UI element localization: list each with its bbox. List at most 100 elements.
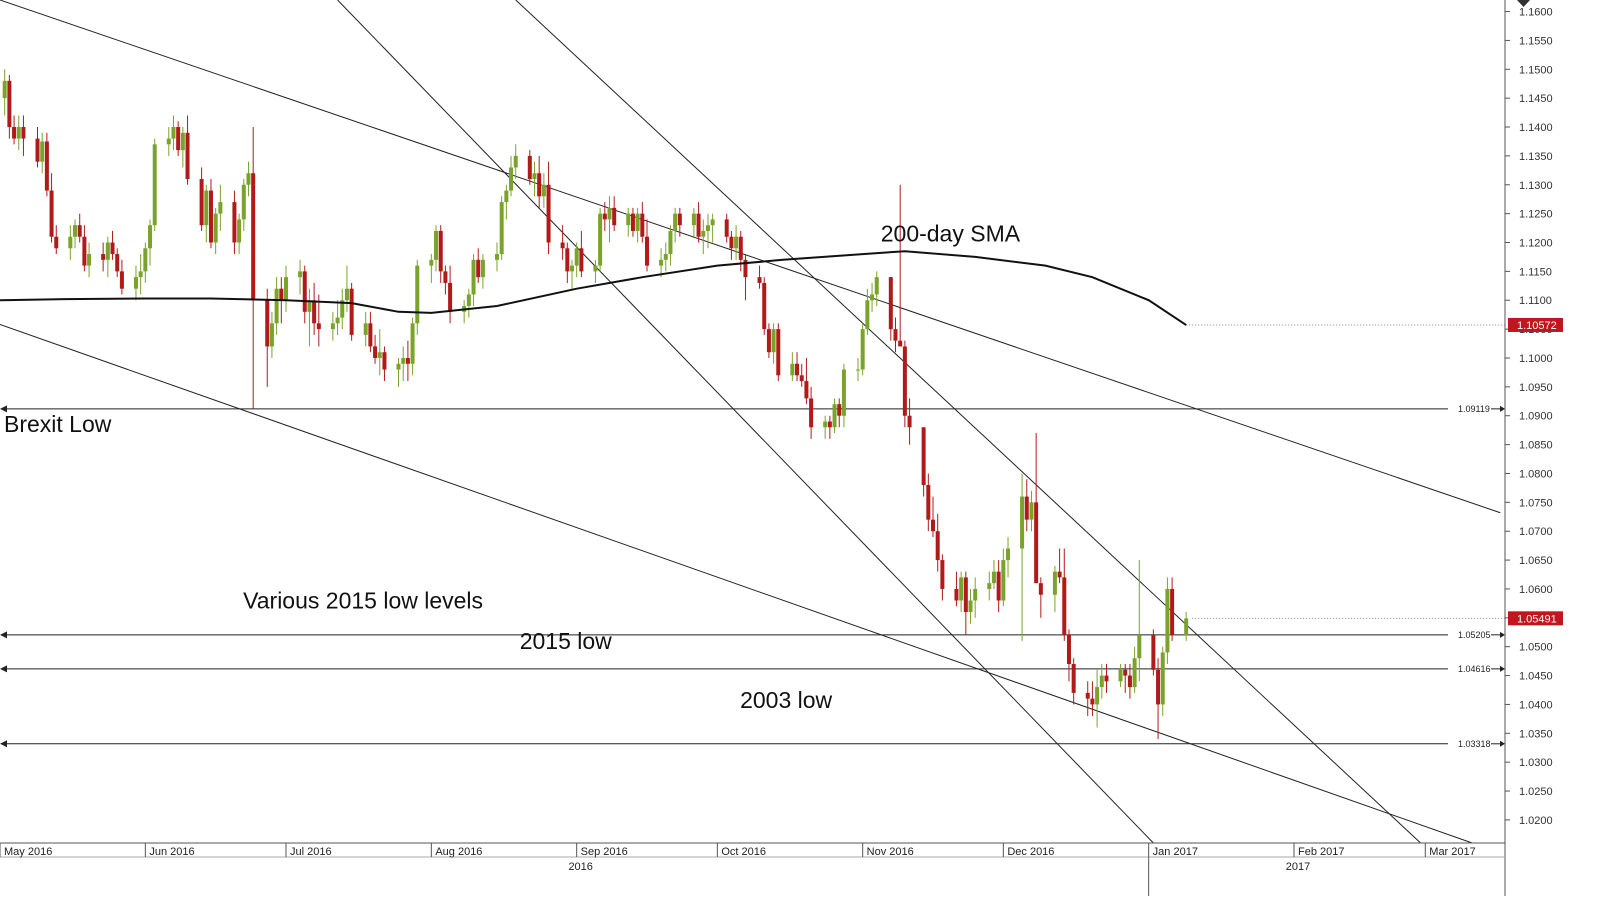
sma-200-line[interactable] (0, 250, 1187, 326)
candle-body[interactable] (996, 571, 1001, 601)
candle-body[interactable] (991, 571, 996, 584)
candle-body[interactable] (251, 173, 256, 301)
candle-body[interactable] (405, 357, 410, 364)
candle-body[interactable] (1057, 571, 1062, 578)
candle-body[interactable] (705, 225, 710, 231)
candle-body[interactable] (766, 329, 771, 353)
candle-body[interactable] (1099, 675, 1104, 688)
candle-body[interactable] (312, 300, 317, 324)
candle-body[interactable] (921, 427, 926, 486)
candle-body[interactable] (1156, 669, 1161, 705)
candle-body[interactable] (1062, 577, 1067, 636)
candle-body[interactable] (1118, 669, 1123, 682)
candle-body[interactable] (532, 173, 537, 179)
candle-body[interactable] (105, 242, 110, 260)
trendline[interactable] (0, 0, 1501, 514)
candle-body[interactable] (429, 259, 434, 266)
candle-body[interactable] (68, 236, 73, 249)
candle-body[interactable] (565, 248, 570, 272)
candle-body[interactable] (738, 236, 743, 260)
candle-body[interactable] (82, 236, 87, 266)
candle-body[interactable] (307, 300, 312, 312)
candle-body[interactable] (7, 80, 12, 128)
candle-body[interactable] (1066, 635, 1071, 665)
candle-body[interactable] (340, 300, 345, 318)
candle-body[interactable] (1104, 675, 1109, 682)
candle-body[interactable] (865, 300, 870, 330)
candle-body[interactable] (560, 242, 565, 249)
candle-body[interactable] (283, 277, 288, 301)
candle-body[interactable] (213, 213, 218, 243)
candle-body[interactable] (180, 132, 185, 151)
candle-body[interactable] (382, 352, 387, 370)
candle-body[interactable] (940, 560, 945, 589)
candle-body[interactable] (762, 282, 767, 330)
candle-body[interactable] (1160, 652, 1165, 705)
candle-body[interactable] (246, 173, 251, 185)
candle-body[interactable] (968, 600, 973, 613)
candle-body[interactable] (1052, 571, 1057, 595)
candle-body[interactable] (208, 190, 213, 243)
candle-body[interactable] (795, 363, 800, 376)
trendline[interactable] (0, 324, 1473, 844)
candle-body[interactable] (832, 404, 837, 428)
candle-body[interactable] (269, 323, 274, 347)
candle-body[interactable] (677, 213, 682, 226)
candle-body[interactable] (743, 259, 748, 278)
candle-body[interactable] (476, 259, 481, 278)
candle-body[interactable] (734, 236, 739, 249)
candle-body[interactable] (363, 323, 368, 335)
candle-body[interactable] (855, 369, 860, 371)
candle-body[interactable] (302, 271, 307, 312)
candle-body[interactable] (12, 127, 17, 139)
candle-body[interactable] (166, 138, 171, 145)
trendline[interactable] (337, 0, 1154, 844)
candle-body[interactable] (874, 277, 879, 295)
candle-body[interactable] (373, 346, 378, 358)
candle-body[interactable] (612, 207, 617, 226)
candle-body[interactable] (1184, 618, 1189, 636)
candle-body[interactable] (593, 265, 598, 272)
candle-body[interactable] (973, 588, 978, 601)
candle-body[interactable] (494, 254, 499, 260)
candle-body[interactable] (298, 271, 303, 278)
candle-body[interactable] (640, 213, 645, 237)
candle-body[interactable] (401, 357, 406, 364)
candle-body[interactable] (1034, 502, 1039, 584)
candle-body[interactable] (537, 173, 542, 197)
candle-body[interactable] (471, 259, 476, 295)
candle-body[interactable] (729, 236, 734, 249)
candle-body[interactable] (954, 588, 959, 601)
candle-body[interactable] (574, 248, 579, 266)
candle-body[interactable] (1090, 698, 1095, 705)
candle-body[interactable] (176, 127, 181, 151)
candle-body[interactable] (569, 265, 574, 272)
candle-body[interactable] (438, 230, 443, 272)
candle-body[interactable] (410, 323, 415, 364)
candle-body[interactable] (204, 190, 209, 226)
candle-body[interactable] (1165, 588, 1170, 653)
candle-body[interactable] (893, 329, 898, 341)
candle-body[interactable] (659, 259, 664, 266)
candle-body[interactable] (841, 369, 846, 416)
candle-body[interactable] (1132, 658, 1137, 688)
candle-body[interactable] (837, 404, 842, 416)
candle-body[interactable] (49, 190, 54, 237)
candle-body[interactable] (959, 577, 964, 601)
candle-body[interactable] (330, 323, 335, 330)
candle-body[interactable] (546, 184, 551, 243)
candle-body[interactable] (663, 254, 668, 260)
candle-body[interactable] (1038, 583, 1043, 595)
candle-body[interactable] (724, 219, 729, 237)
candle-body[interactable] (541, 184, 546, 197)
candle-body[interactable] (598, 213, 603, 266)
candle-body[interactable] (926, 485, 931, 520)
candle-body[interactable] (626, 213, 631, 226)
candle-body[interactable] (691, 213, 696, 226)
candle-body[interactable] (115, 254, 120, 272)
candle-body[interactable] (579, 248, 584, 272)
candle-body[interactable] (823, 421, 828, 428)
chevron-down-icon[interactable] (1517, 0, 1530, 7)
candle-body[interactable] (1127, 675, 1132, 688)
candle-body[interactable] (602, 213, 607, 220)
